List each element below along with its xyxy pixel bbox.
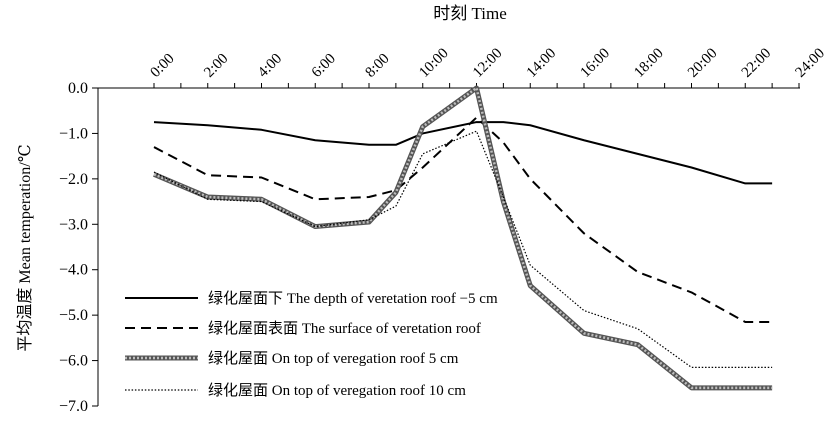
x-tick-label-group: 6:00: [309, 51, 339, 81]
x-tick-label-group: 18:00: [631, 45, 666, 80]
y-tick-label: −1.0: [59, 125, 88, 142]
y-tick-label: −7.0: [59, 398, 88, 415]
legend-label-3: 绿化屋面 On top of veregation roof 5 cm: [208, 350, 459, 367]
x-tick-label-group: 14:00: [524, 45, 559, 80]
series-layer: [153, 85, 773, 391]
x-tick-label-group: 20:00: [685, 45, 720, 80]
y-tick-label: −4.0: [59, 262, 88, 279]
series-line-3: [153, 85, 773, 391]
axes: [97, 87, 800, 406]
chart-title: 时刻 Time: [433, 4, 507, 23]
y-axis-label-group: 平均温度 Mean temperation/℃: [16, 144, 34, 351]
x-ticks: 0:00 2:00 4:00 6:00 8:00 10:00 12:00 14:00 16:00…: [148, 45, 828, 88]
x-tick-label: 24:00: [793, 45, 828, 80]
y-tick-label: −2.0: [59, 171, 88, 188]
x-tick-label: 8:00: [363, 51, 393, 81]
x-tick-label-group: 4:00: [255, 51, 285, 81]
x-tick-label-group: 2:00: [201, 51, 231, 81]
legend-label-1: 绿化屋面下 The depth of veretation roof −5 cm: [208, 290, 498, 307]
x-tick-label-group: 8:00: [363, 51, 393, 81]
legend-label-4: 绿化屋面 On top of veregation roof 10 cm: [208, 382, 466, 399]
x-tick-label-group: 12:00: [470, 45, 505, 80]
x-tick-label: 16:00: [578, 45, 613, 80]
x-tick-label: 14:00: [524, 45, 559, 80]
series-line-3: [153, 86, 773, 390]
x-tick-label-group: 22:00: [739, 45, 774, 80]
series-line-1: [153, 121, 773, 185]
x-tick-label: 12:00: [470, 45, 505, 80]
x-tick-label-group: 0:00: [148, 51, 178, 81]
x-tick-label: 20:00: [685, 45, 720, 80]
y-tick-label: −3.0: [59, 216, 88, 233]
x-tick-label: 18:00: [631, 45, 666, 80]
x-tick-label-group: 10:00: [416, 45, 451, 80]
y-axis-label: 平均温度 Mean temperation/℃: [16, 144, 34, 351]
x-tick-label: 6:00: [309, 51, 339, 81]
series-line-2: [153, 116, 773, 323]
legend: 绿化屋面下 The depth of veretation roof −5 cm…: [125, 290, 498, 399]
series-line-4: [153, 130, 773, 368]
y-tick-label: −6.0: [59, 353, 88, 370]
x-tick-label: 10:00: [416, 45, 451, 80]
legend-label-2: 绿化屋面表面 The surface of veretation roof: [208, 320, 481, 337]
x-tick-label: 0:00: [148, 51, 178, 81]
x-tick-label: 4:00: [255, 51, 285, 81]
y-ticks: 0.0 −1.0 −2.0 −3.0 −4.0 −5.0 −6.0 −7.0: [59, 80, 98, 415]
x-tick-label: 22:00: [739, 45, 774, 80]
x-tick-label: 2:00: [201, 51, 231, 81]
y-tick-label: −5.0: [59, 307, 88, 324]
x-tick-label-group: 16:00: [578, 45, 613, 80]
y-tick-label: 0.0: [68, 80, 88, 97]
x-tick-label-group: 24:00: [793, 45, 828, 80]
